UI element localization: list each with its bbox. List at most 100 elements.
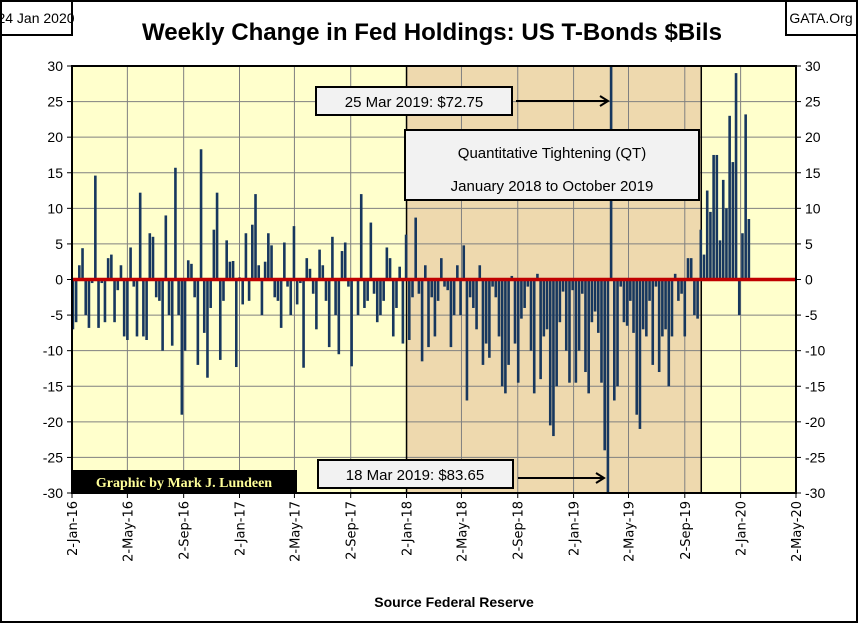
bar [619,279,623,287]
trough-annotation: 18 Mar 2019: $83.65 [346,467,484,484]
bar [468,279,472,298]
bar [350,279,353,367]
bar [231,260,235,280]
bar [529,279,533,351]
x-tick-label: 2-Jan-19 [568,501,583,556]
bar [215,192,219,280]
bar [142,279,145,337]
bar [158,279,161,301]
bar [145,279,148,340]
bar [308,268,312,280]
bar [696,279,699,319]
bar [260,279,264,316]
bar [686,258,690,280]
y-tick-label-left: -5 [51,307,64,323]
y-tick-label-left: 10 [47,200,63,216]
bar [670,279,674,337]
bar [247,279,251,301]
bar [375,279,379,323]
bar [225,240,228,280]
bar [379,279,382,316]
bar [449,279,453,348]
bar [292,226,296,280]
date-box [0,0,73,36]
y-tick-label-left: -15 [43,378,63,394]
bar [734,73,738,280]
bar [97,279,100,328]
bar [183,279,187,351]
bar [74,279,78,323]
y-tick-label-left: -30 [43,485,63,501]
bar [103,279,107,323]
bar [164,215,168,280]
bar [427,279,430,348]
bar [321,265,325,280]
site-box [785,0,858,36]
bar [494,279,498,298]
bar [542,279,546,337]
bar [279,279,283,328]
bar [228,261,232,280]
bar [478,265,482,280]
x-tick-label: 2-Jan-17 [233,501,248,556]
bar [84,279,88,316]
chart-title: Weekly Change in Fed Holdings: US T-Bond… [142,19,722,46]
bar [138,192,142,280]
bar [702,254,706,280]
bar [337,279,341,355]
bar [632,279,635,333]
credit-label: Graphic by Mark J. Lundeen [96,476,272,491]
bar [497,279,501,337]
plot-border [71,65,797,494]
bar [180,279,184,415]
x-tick-label: 2-May-17 [288,501,303,562]
bar [206,279,209,378]
bar [369,222,373,280]
bar [600,279,603,383]
bar [359,194,363,280]
y-tick-label-left: -10 [43,343,63,359]
bar [747,219,751,280]
bar [151,236,155,280]
bar [436,279,440,301]
x-tick-label: 2-May-19 [623,501,638,562]
bar [446,279,450,291]
bar [100,279,104,284]
bar [199,149,203,280]
bar [645,279,648,337]
qt-annotation-line2: January 2018 to October 2019 [451,178,654,195]
bar [417,279,421,294]
bar [593,279,597,312]
peak-annotation-box [315,86,513,116]
bar [388,258,392,280]
bar [251,224,254,280]
y-tick-label-right: 15 [805,165,821,181]
bar [311,279,315,294]
y-tick-label-right: 5 [805,236,813,252]
bar [539,279,542,380]
bar [257,265,261,280]
bar [302,279,305,368]
bar [709,211,712,280]
bar [324,279,328,301]
bar [286,279,289,287]
y-tick-label-right: -25 [805,449,825,465]
bar [244,233,248,280]
bar [613,279,616,401]
bar [459,279,462,316]
bar [443,279,446,287]
bar [116,279,120,291]
bar [603,279,607,451]
bar [318,249,321,280]
bar [273,279,277,298]
bar [122,279,126,337]
bar [465,279,469,401]
bar [340,251,344,280]
bar [174,167,177,280]
bar [484,279,488,344]
bar [741,233,744,280]
bar [343,242,347,280]
bar [491,279,494,287]
qt-annotation-line1: Quantitative Tightening (QT) [458,145,646,162]
bar [622,279,626,323]
